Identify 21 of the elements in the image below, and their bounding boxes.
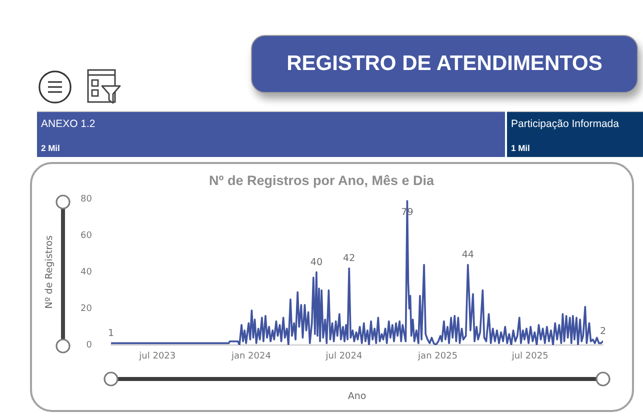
x-tick-label: jul 2023 [138,352,176,362]
info-card: Participação Informada 1 Mil [507,111,643,157]
y-tick-label: 40 [80,267,92,278]
y-tick-label: 0 [86,340,92,350]
data-label: 40 [310,256,323,268]
y-tick-label: 20 [80,304,92,314]
info-card: ANEXO 1.2 2 Mil [37,111,505,157]
text: REGISTRO DE ATENDIMENTOS [286,52,602,76]
data-label: 1 [108,328,114,339]
chart-title: Nº de Registros por Ano, Mês e Dia [209,172,434,188]
x-tick-label: jan 2025 [417,352,458,362]
x-tick-label: jul 2025 [510,352,548,362]
y-axis-title: Nº de Registros [44,235,56,309]
data-label: 42 [343,253,356,264]
x-axis-title: Ano [348,390,366,402]
data-label: 2 [600,326,606,338]
data-label: 44 [462,250,474,261]
y-tick-label: 60 [80,230,92,241]
x-tick-label: jan 2024 [230,352,272,362]
y-tick-label: 80 [80,194,92,205]
x-tick-label: jul 2024 [324,352,362,362]
